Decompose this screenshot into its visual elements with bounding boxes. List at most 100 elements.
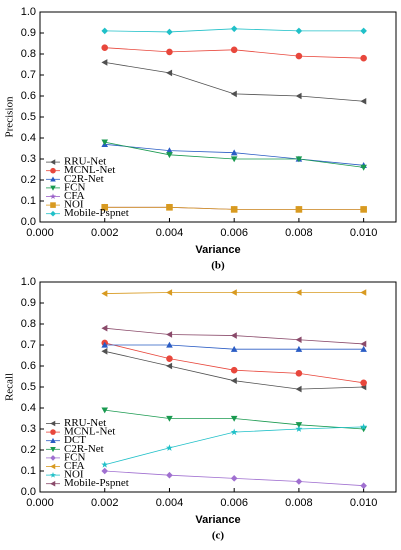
point: [101, 348, 108, 355]
point: [101, 467, 109, 475]
y-tick-label: 1.0: [21, 276, 36, 288]
legend-marker: [50, 455, 56, 461]
point: [230, 25, 238, 33]
point: [295, 385, 302, 393]
legend-label: RRU-Net: [64, 156, 106, 168]
point: [166, 471, 173, 479]
legend-marker: [50, 437, 56, 443]
legend-label: CFA: [64, 190, 85, 202]
y-tick-label: 0.0: [21, 486, 36, 498]
legend-marker: [50, 210, 56, 217]
point: [166, 362, 173, 370]
point: [230, 332, 237, 339]
point: [166, 69, 173, 77]
point: [101, 461, 109, 468]
y-tick-label: 0.5: [21, 381, 36, 393]
legend-marker: [50, 472, 56, 478]
y-tick-label: 0.6: [21, 90, 36, 102]
point: [166, 152, 173, 159]
legend-marker: [50, 447, 56, 453]
point: [101, 324, 108, 332]
point: [166, 355, 173, 362]
x-tick-label: 0.002: [91, 497, 119, 509]
point: [166, 204, 173, 211]
point: [360, 54, 367, 62]
point: [360, 340, 367, 348]
point: [101, 44, 109, 52]
point: [101, 341, 109, 348]
legend-label: RRU-Net: [64, 417, 106, 429]
point: [295, 422, 303, 429]
legend-label: Mobile-Pspnet: [64, 207, 129, 219]
point: [166, 147, 173, 154]
caption: (b): [211, 260, 225, 272]
point: [230, 415, 238, 422]
x-tick-label: 0.000: [26, 497, 54, 509]
point: [230, 377, 237, 384]
point: [166, 28, 173, 36]
point: [166, 415, 173, 422]
y-tick-label: 0.7: [21, 69, 36, 81]
point: [360, 423, 368, 430]
x-tick-label: 0.006: [220, 497, 248, 509]
point: [230, 428, 238, 436]
point: [360, 164, 367, 171]
point: [101, 204, 109, 211]
point: [295, 206, 303, 213]
y-tick-label: 0.7: [21, 339, 36, 351]
point: [230, 289, 237, 296]
point: [295, 425, 303, 432]
point: [230, 345, 238, 352]
point: [295, 345, 303, 352]
y-axis-label: Recall: [4, 373, 16, 401]
legend-marker: [50, 193, 56, 199]
point: [101, 407, 109, 414]
y-tick-label: 0.3: [21, 153, 36, 165]
y-tick-label: 0.1: [21, 465, 36, 477]
point: [295, 52, 303, 60]
point: [101, 139, 109, 146]
point: [295, 156, 303, 163]
point: [360, 289, 367, 296]
point: [230, 206, 238, 213]
point: [166, 289, 173, 296]
y-tick-label: 0.3: [21, 423, 36, 435]
y-tick-label: 0.1: [21, 195, 36, 207]
x-tick-label: 0.008: [285, 227, 313, 239]
point: [295, 370, 303, 377]
caption: (c): [212, 530, 225, 542]
legend-label: MCNL-Net: [64, 426, 115, 438]
x-tick-label: 0.008: [285, 497, 313, 509]
legend-label: FCN: [64, 181, 85, 193]
x-tick-label: 0.010: [350, 227, 378, 239]
plot-frame: [39, 11, 397, 223]
legend-marker: [50, 176, 56, 182]
point: [230, 46, 238, 54]
point: [230, 475, 238, 482]
point: [101, 27, 109, 35]
legend-marker: [50, 159, 56, 165]
legend-marker: [50, 480, 56, 487]
legend-marker: [50, 185, 56, 191]
point: [295, 289, 302, 296]
y-tick-label: 0.9: [21, 27, 36, 39]
point: [360, 97, 367, 105]
x-tick-label: 0.006: [220, 227, 248, 239]
legend-marker: [50, 429, 56, 435]
point: [295, 336, 302, 344]
point: [101, 290, 108, 297]
legend-label: C2R-Net: [64, 443, 104, 455]
point: [360, 482, 367, 489]
legend-label: FCN: [64, 451, 85, 463]
point: [360, 27, 367, 35]
legend-label: NOI: [64, 199, 84, 211]
point: [166, 341, 173, 348]
point: [230, 366, 238, 374]
y-tick-label: 0.2: [21, 174, 36, 186]
legend-marker: [50, 202, 56, 208]
legend-label: C2R-Net: [64, 173, 104, 185]
y-tick-label: 0.5: [21, 111, 36, 123]
point: [360, 426, 367, 433]
y-tick-label: 0.0: [21, 216, 36, 228]
